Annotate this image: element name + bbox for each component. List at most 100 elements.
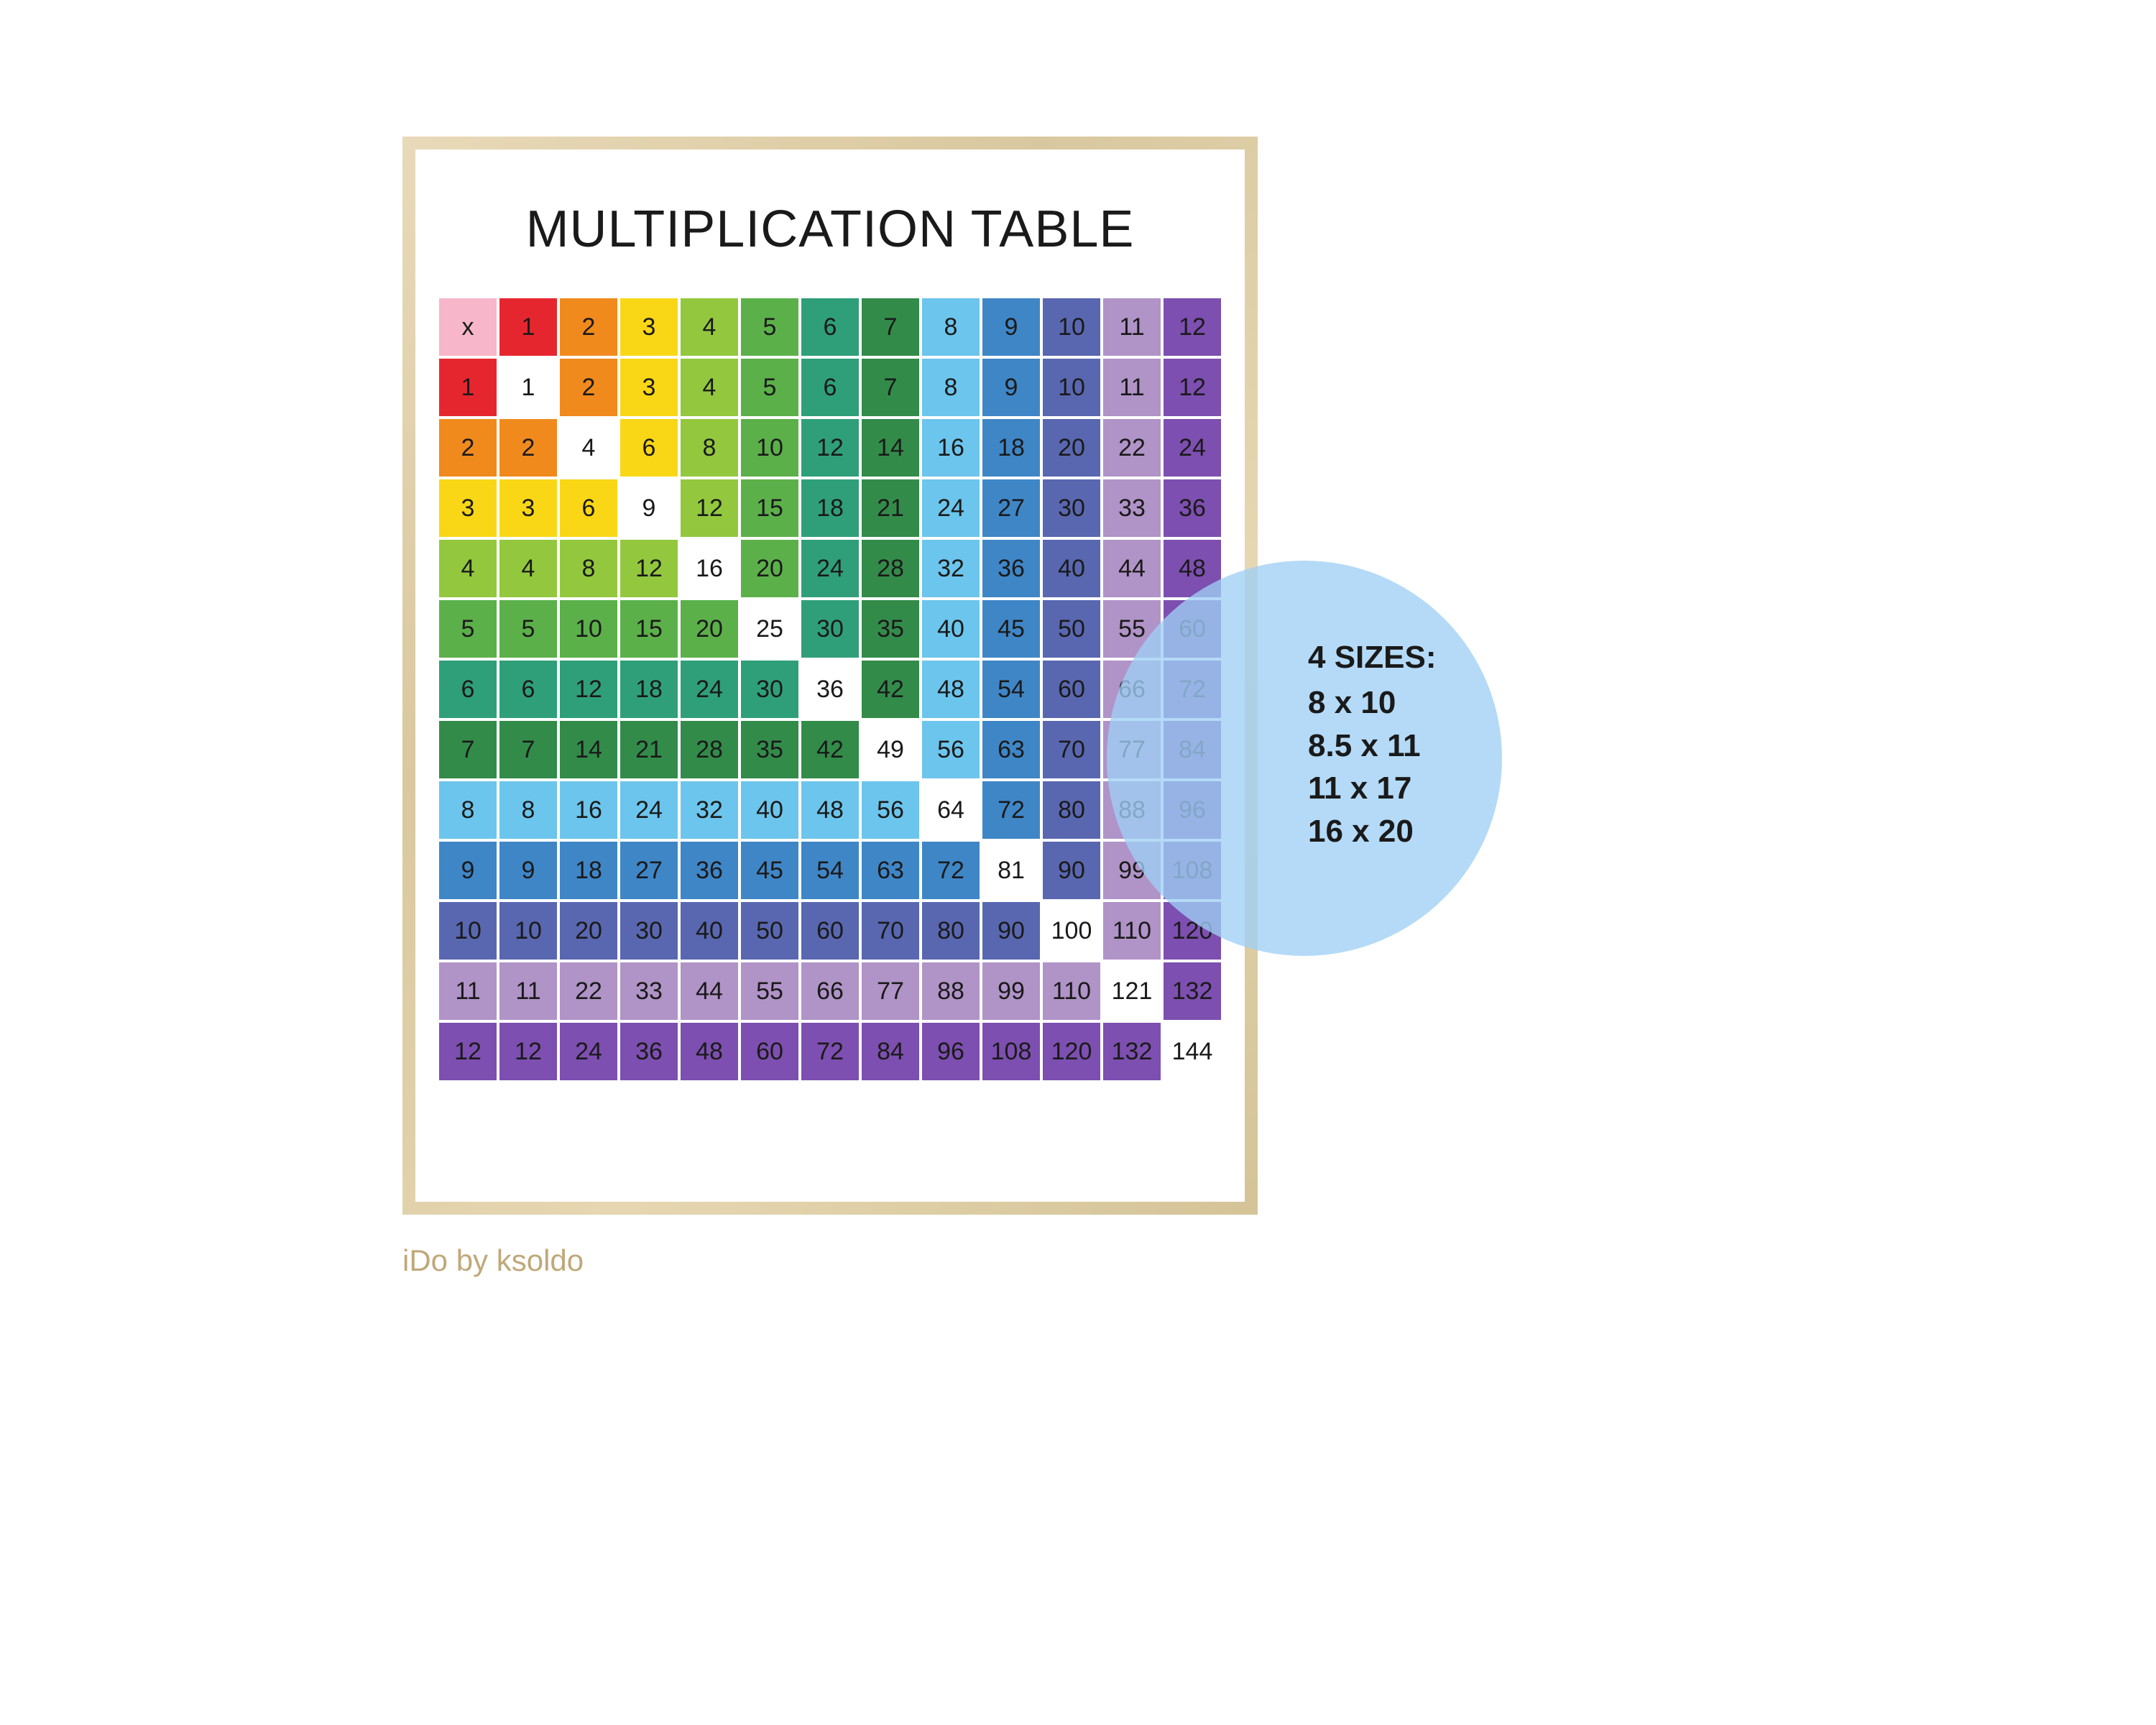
grid-cell: 72 <box>922 842 980 899</box>
grid-row-header: 3 <box>439 479 497 537</box>
grid-cell: 28 <box>681 721 738 778</box>
grid-cell: 56 <box>862 781 919 839</box>
grid-cell: 22 <box>1103 419 1161 477</box>
grid-diagonal-cell: 64 <box>922 781 980 839</box>
grid-cell: 12 <box>499 1023 557 1080</box>
grid-col-header: 5 <box>741 298 798 356</box>
grid-diagonal-cell: 9 <box>620 479 678 537</box>
grid-cell: 20 <box>741 540 798 597</box>
grid-cell: 21 <box>620 721 678 778</box>
grid-cell: 24 <box>922 479 980 537</box>
grid-row-header: 9 <box>439 842 497 899</box>
grid-cell: 32 <box>681 781 738 839</box>
grid-cell: 70 <box>1043 721 1100 778</box>
grid-cell: 8 <box>499 781 557 839</box>
grid-cell: 30 <box>741 661 798 718</box>
grid-cell: 33 <box>1103 479 1161 537</box>
grid-cell: 9 <box>982 359 1040 416</box>
grid-cell: 20 <box>1043 419 1100 477</box>
grid-cell: 120 <box>1043 1023 1100 1080</box>
grid-cell: 2 <box>499 419 557 477</box>
size-line: 8 x 10 <box>1308 681 1437 724</box>
grid-cell: 72 <box>982 781 1040 839</box>
grid-diagonal-cell: 100 <box>1043 902 1100 960</box>
grid-cell: 21 <box>862 479 919 537</box>
grid-cell: 14 <box>560 721 617 778</box>
grid-cell: 2 <box>560 359 617 416</box>
grid-cell: 9 <box>499 842 557 899</box>
grid-cell: 6 <box>801 359 859 416</box>
grid-cell: 60 <box>1043 661 1100 718</box>
grid-row-header: 6 <box>439 661 497 718</box>
grid-cell: 40 <box>1043 540 1100 597</box>
grid-cell: 63 <box>982 721 1040 778</box>
grid-cell: 32 <box>922 540 980 597</box>
grid-cell: 6 <box>620 419 678 477</box>
grid-cell: 10 <box>741 419 798 477</box>
grid-col-header: 2 <box>560 298 617 356</box>
grid-cell: 50 <box>1043 600 1100 658</box>
grid-diagonal-cell: 144 <box>1164 1023 1221 1080</box>
grid-diagonal-cell: 49 <box>862 721 919 778</box>
grid-cell: 40 <box>681 902 738 960</box>
grid-cell: 5 <box>741 359 798 416</box>
grid-cell: 44 <box>1103 540 1161 597</box>
grid-col-header: 1 <box>499 298 557 356</box>
grid-cell: 70 <box>862 902 919 960</box>
grid-col-header: 6 <box>801 298 859 356</box>
grid-cell: 12 <box>681 479 738 537</box>
grid-cell: 96 <box>922 1023 980 1080</box>
grid-cell: 33 <box>620 962 678 1020</box>
grid-cell: 5 <box>499 600 557 658</box>
grid-cell: 24 <box>1164 419 1221 477</box>
grid-cell: 27 <box>620 842 678 899</box>
grid-diagonal-cell: 81 <box>982 842 1040 899</box>
grid-cell: 8 <box>560 540 617 597</box>
grid-cell: 16 <box>560 781 617 839</box>
grid-cell: 55 <box>741 962 798 1020</box>
grid-row-header: 1 <box>439 359 497 416</box>
grid-corner: x <box>439 298 497 356</box>
grid-cell: 18 <box>620 661 678 718</box>
grid-cell: 27 <box>982 479 1040 537</box>
grid-col-header: 10 <box>1043 298 1100 356</box>
grid-cell: 20 <box>681 600 738 658</box>
grid-cell: 110 <box>1043 962 1100 1020</box>
grid-cell: 24 <box>801 540 859 597</box>
grid-col-header: 8 <box>922 298 980 356</box>
grid-cell: 4 <box>499 540 557 597</box>
grid-cell: 60 <box>741 1023 798 1080</box>
grid-cell: 60 <box>801 902 859 960</box>
grid-cell: 99 <box>982 962 1040 1020</box>
grid-diagonal-cell: 25 <box>741 600 798 658</box>
grid-row-header: 11 <box>439 962 497 1020</box>
grid-cell: 36 <box>681 842 738 899</box>
grid-cell: 7 <box>862 359 919 416</box>
sizes-list: 4 SIZES: 8 x 10 8.5 x 11 11 x 17 16 x 20 <box>1308 636 1437 852</box>
grid-cell: 44 <box>681 962 738 1020</box>
grid-cell: 8 <box>922 359 980 416</box>
grid-cell: 63 <box>862 842 919 899</box>
grid-row-header: 7 <box>439 721 497 778</box>
grid-row-header: 8 <box>439 781 497 839</box>
grid-col-header: 11 <box>1103 298 1161 356</box>
grid-cell: 84 <box>862 1023 919 1080</box>
poster-title: MULTIPLICATION TABLE <box>526 200 1135 259</box>
size-line: 8.5 x 11 <box>1308 724 1437 767</box>
grid-cell: 66 <box>801 962 859 1020</box>
grid-cell: 12 <box>801 419 859 477</box>
grid-cell: 11 <box>499 962 557 1020</box>
grid-row-header: 2 <box>439 419 497 477</box>
sizes-badge-circle <box>1107 561 1502 956</box>
grid-cell: 42 <box>862 661 919 718</box>
grid-cell: 45 <box>741 842 798 899</box>
grid-col-header: 3 <box>620 298 678 356</box>
grid-cell: 80 <box>922 902 980 960</box>
grid-diagonal-cell: 121 <box>1103 962 1161 1020</box>
grid-cell: 12 <box>620 540 678 597</box>
grid-row-header: 4 <box>439 540 497 597</box>
grid-cell: 50 <box>741 902 798 960</box>
grid-cell: 88 <box>922 962 980 1020</box>
size-line: 11 x 17 <box>1308 767 1437 809</box>
grid-diagonal-cell: 1 <box>499 359 557 416</box>
